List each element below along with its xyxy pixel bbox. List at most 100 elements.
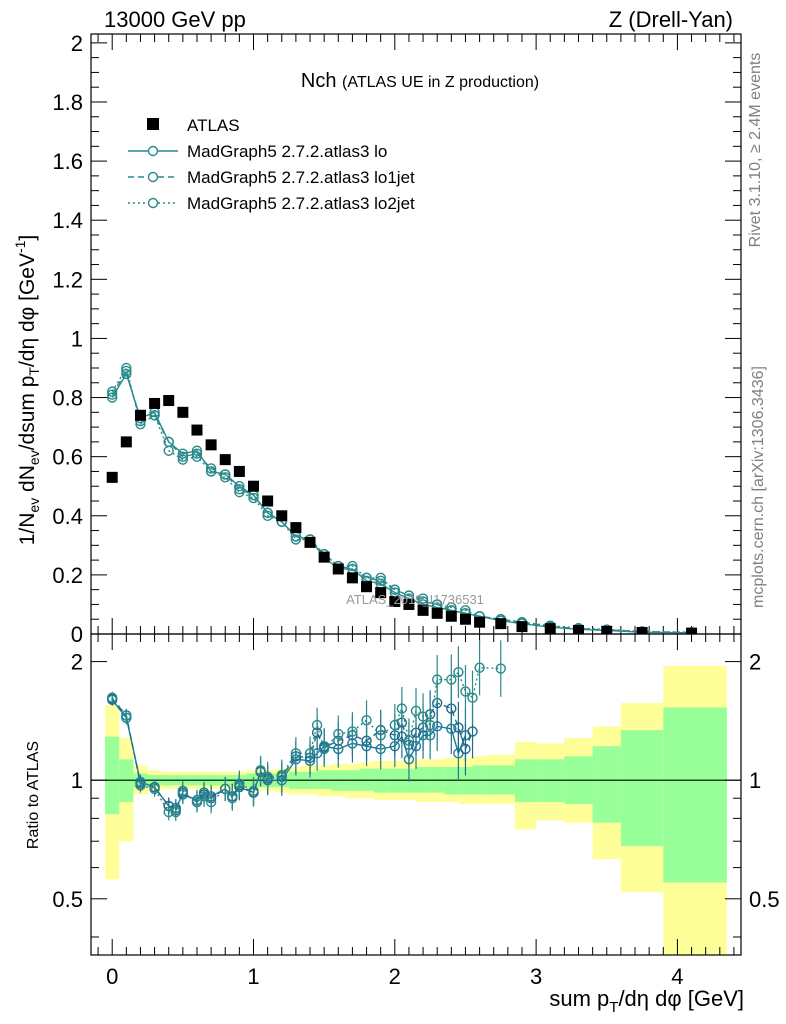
y-label-part: ev <box>26 498 42 513</box>
ratio-series <box>106 640 506 822</box>
atlas-point <box>516 621 528 633</box>
atlas-point <box>276 510 288 522</box>
x-label-part: T <box>609 999 618 1016</box>
x-label-part: sum p <box>549 986 609 1011</box>
ratio-marker-dotted <box>311 719 323 731</box>
main-marker-dashed <box>205 463 217 474</box>
ratio-marker-dotted <box>220 783 231 795</box>
main-marker-dotted <box>163 445 174 456</box>
ratio-frame <box>90 633 742 956</box>
atlas-point <box>219 454 231 466</box>
header-right: Z (Drell-Yan) <box>609 7 733 32</box>
side-text-rivet: Rivet 3.1.10, ≥ 2.4M events <box>747 53 764 248</box>
ratio-marker-dotted <box>191 796 203 808</box>
atlas-point <box>346 572 358 584</box>
atlas-point <box>290 522 302 534</box>
x-axis-label: sum pT/dη dφ [GeV] <box>549 986 744 1016</box>
atlas-point <box>601 625 613 634</box>
atlas-point <box>318 551 330 563</box>
atlas-point <box>177 406 189 418</box>
atlas-point <box>233 465 245 477</box>
main-marker-solid <box>191 445 203 456</box>
main-marker-dotted <box>191 451 203 462</box>
ratio-marker-dotted <box>403 735 415 746</box>
legend-label-dotted: MadGraph5 2.7.2.atlas3 lo2jet <box>187 194 415 213</box>
main-marker-dotted <box>177 454 189 465</box>
legend-label-atlas: ATLAS <box>187 116 240 135</box>
atlas-point <box>361 581 373 593</box>
ratio-marker-dotted <box>135 780 146 791</box>
uncertainty-bands <box>105 665 727 955</box>
ratio-marker-dotted <box>227 793 238 804</box>
x-label-part: /dη dφ [GeV] <box>618 986 744 1011</box>
main-marker-dashed <box>121 365 132 377</box>
ratio-marker-dashed <box>467 726 478 737</box>
atlas-point <box>495 618 507 630</box>
ratio-marker-dotted <box>396 703 408 714</box>
atlas-point <box>544 623 556 634</box>
y-tick-label: 2 <box>71 31 83 56</box>
y-tick-label: 0.6 <box>52 445 83 470</box>
ratio-marker-dotted <box>205 796 217 808</box>
legend: ATLAS MadGraph5 2.7.2.atlas3 lo MadGraph5 … <box>128 116 415 213</box>
ratio-marker-dotted <box>290 748 302 759</box>
atlas-point <box>106 471 118 483</box>
y-tick-label: 1.2 <box>52 267 83 292</box>
y-tick-label: 0.8 <box>52 386 83 411</box>
atlas-point <box>573 624 584 634</box>
ratio-marker-dotted <box>198 791 210 802</box>
main-marker-dotted <box>121 362 132 374</box>
band-green <box>663 707 727 883</box>
ratio-marker-dashed <box>453 722 464 733</box>
ratio-marker-dotted <box>255 765 266 776</box>
legend-marker-atlas <box>147 118 159 130</box>
y-label-part: -1 <box>12 240 28 253</box>
main-marker-dotted <box>220 472 231 483</box>
main-marker-dashed <box>375 575 386 586</box>
y-label-part: ev <box>26 450 42 465</box>
main-line-dashed <box>111 369 692 634</box>
ratio-marker-dotted <box>446 674 457 685</box>
main-marker-dashed <box>262 507 273 519</box>
atlas-point <box>205 439 217 451</box>
atlas-point <box>134 409 146 421</box>
ratio-marker-dotted <box>431 674 443 685</box>
ratio-marker-dotted <box>163 806 174 818</box>
atlas-point <box>262 495 274 507</box>
atlas-point <box>332 563 344 575</box>
legend-label-solid: MadGraph5 2.7.2.atlas3 lo <box>187 142 387 161</box>
x-tick-label: 3 <box>530 964 542 989</box>
main-marker-solid <box>106 392 118 403</box>
atlas-point <box>445 610 457 622</box>
main-marker-solid <box>177 448 189 459</box>
ratio-marker-dotted <box>495 663 506 674</box>
ratio-y-tick-label-right: 2 <box>749 650 761 675</box>
y-label-part: dN <box>16 465 39 498</box>
x-tick-label: 1 <box>247 964 259 989</box>
ratio-marker-dotted <box>304 748 316 759</box>
main-y-label: 1/Nev dNev/dsum pT/dη dφ [GeV-1] <box>12 235 42 546</box>
main-marker-dotted <box>248 492 259 504</box>
y-tick-label: 1.4 <box>52 208 83 233</box>
atlas-point <box>191 424 203 436</box>
ratio-marker-dotted <box>424 719 436 731</box>
main-marker-dashed <box>234 483 245 495</box>
band-green <box>592 746 621 823</box>
atlas-point <box>431 607 443 619</box>
main-marker-dotted <box>417 593 429 604</box>
ratio-marker-dotted <box>460 686 471 697</box>
atlas-point <box>403 598 415 610</box>
main-marker-dotted <box>389 584 401 595</box>
ratio-marker-dotted <box>389 719 401 731</box>
ratio-marker-dotted <box>361 714 372 726</box>
ratio-marker-dotted <box>149 783 160 795</box>
ratio-marker-dotted <box>170 806 181 818</box>
atlas-point <box>149 397 161 409</box>
ratio-marker-dotted <box>467 692 478 703</box>
ratio-marker-dotted <box>318 743 330 755</box>
y-tick-label: 1.6 <box>52 149 83 174</box>
y-label-part: 1/N <box>16 513 39 546</box>
ratio-y-tick-label: 2 <box>71 650 83 675</box>
main-marker-dotted <box>375 572 386 584</box>
